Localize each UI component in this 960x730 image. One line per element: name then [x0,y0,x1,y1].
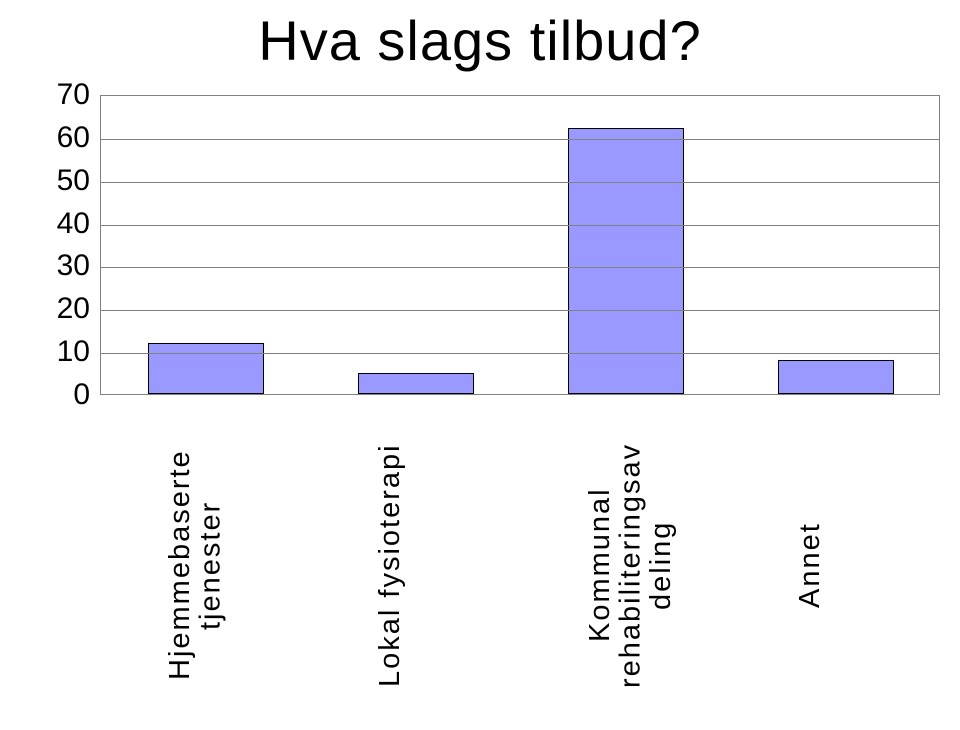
x-tick-label: Kommunal rehabiliteringsav deling [585,420,665,710]
gridline [101,310,939,311]
y-tick-label: 10 [30,335,90,369]
gridline [101,139,939,140]
bar [568,128,684,394]
y-tick-label: 40 [30,207,90,241]
chart-title: Hva slags tilbud? [0,0,960,83]
chart-container: 010203040506070 Hjemmebaserte tjenesterL… [20,95,940,715]
x-tick-label: Annet [795,420,875,710]
bar [358,373,474,394]
y-tick-label: 20 [30,292,90,326]
gridline [101,267,939,268]
bar [148,343,264,394]
y-tick-label: 30 [30,249,90,283]
bars-area [101,96,939,394]
y-tick-label: 50 [30,164,90,198]
bar [778,360,894,394]
gridline [101,353,939,354]
plot-area [100,95,940,395]
gridline [101,225,939,226]
y-tick-label: 60 [30,121,90,155]
y-tick-label: 70 [30,78,90,112]
x-tick-label: Hjemmebaserte tjenester [165,420,245,710]
gridline [101,182,939,183]
x-axis-labels: Hjemmebaserte tjenester Lokal fysioterapi… [100,415,940,715]
y-tick-label: 0 [30,378,90,412]
x-tick-label: Lokal fysioterapi [375,420,455,710]
